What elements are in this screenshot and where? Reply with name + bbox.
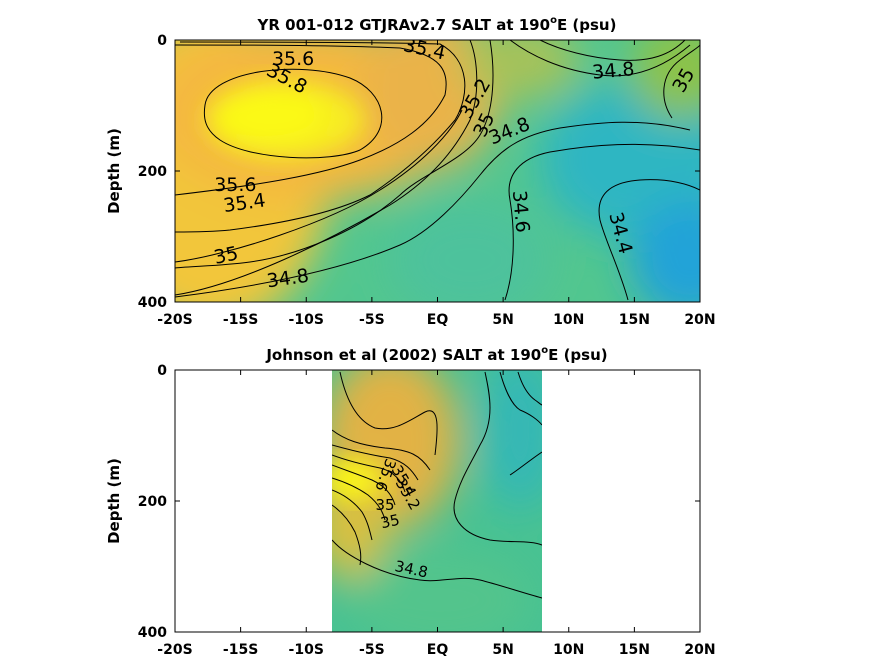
panel-1-y-label: Depth (m) (105, 128, 123, 214)
x-tick-label: -5S (359, 642, 385, 656)
x-tick-label: 20N (684, 312, 715, 328)
x-tick-label: -5S (359, 312, 385, 328)
x-tick-label: -10S (289, 642, 324, 656)
x-tick-label: -20S (157, 642, 192, 656)
panel-1-contours (175, 40, 700, 301)
x-tick-label: 20N (684, 642, 715, 656)
panel-2-contours (332, 371, 542, 599)
panel-2-y-label: Depth (m) (105, 458, 123, 544)
panel-1-title: YR 001-012 GTJRAv2.7 SALT at 190oE (psu) (257, 15, 617, 34)
contour-label: 35 (212, 242, 240, 269)
x-tick-label: 15N (619, 312, 650, 328)
y-tick-label: 200 (138, 164, 167, 180)
panel-2: Johnson et al (2002) SALT at 190oE (psu) (105, 345, 716, 656)
y-tick-label: 400 (138, 295, 167, 311)
x-tick-label: -10S (289, 312, 324, 328)
y-tick-label: 400 (138, 625, 167, 641)
panel-2-x-axis: -20S -15S -10S -5S EQ 5N 10N 15N 20N (157, 370, 716, 656)
x-tick-label: 5N (492, 642, 513, 656)
contour-label: 35.6 (272, 48, 314, 70)
panel-1: YR 001-012 GTJRAv2.7 SALT at 190oE (psu) (105, 15, 716, 328)
contour-label: 34.6 (508, 190, 534, 234)
y-tick-label: 0 (157, 33, 167, 49)
x-tick-label: 5N (492, 312, 513, 328)
x-tick-label: -15S (223, 312, 258, 328)
y-tick-label: 0 (157, 363, 167, 379)
panel-2-title: Johnson et al (2002) SALT at 190oE (psu) (265, 345, 607, 364)
contour-label: 35 (379, 511, 401, 533)
x-tick-label: 10N (553, 312, 584, 328)
contour-label: 34.8 (591, 58, 635, 84)
x-tick-label: -20S (157, 312, 192, 328)
panel-2-y-axis: 0 200 400 (138, 363, 700, 641)
x-tick-label: 15N (619, 642, 650, 656)
x-tick-label: -15S (223, 642, 258, 656)
panel-1-y-axis: 0 200 400 (138, 33, 700, 311)
x-tick-label: EQ (427, 312, 449, 328)
panel-1-x-axis: -20S -15S -10S -5S EQ 5N 10N 15N 20N (157, 40, 716, 328)
y-tick-label: 200 (138, 494, 167, 510)
contour-label: 35 (375, 496, 394, 514)
contour-label: 35.6 (214, 174, 256, 196)
x-tick-label: EQ (427, 642, 449, 656)
x-tick-label: 10N (553, 642, 584, 656)
